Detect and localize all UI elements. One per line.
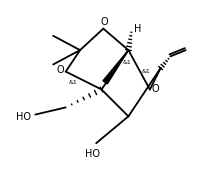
Text: HO: HO — [16, 112, 31, 122]
Text: O: O — [56, 65, 64, 75]
Text: O: O — [100, 17, 108, 27]
Text: &1: &1 — [142, 69, 151, 74]
Text: &1: &1 — [69, 80, 77, 85]
Polygon shape — [103, 50, 128, 84]
Text: HO: HO — [85, 149, 100, 159]
Text: &1: &1 — [122, 60, 131, 65]
Text: O: O — [152, 84, 159, 94]
Text: H: H — [134, 24, 141, 34]
